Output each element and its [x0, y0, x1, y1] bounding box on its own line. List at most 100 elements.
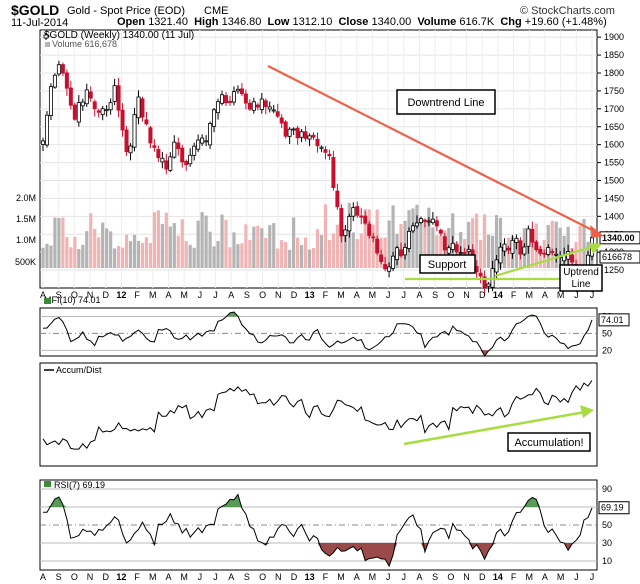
indicator-line	[42, 311, 593, 357]
candle-body	[514, 237, 519, 243]
indicator-y-tick-label: 50	[602, 328, 612, 338]
accum-dist-annotations: Accumulation!	[403, 405, 594, 452]
volume-bar	[57, 217, 61, 268]
candle-body	[458, 252, 463, 254]
candle-body	[414, 222, 419, 227]
x-axis-tick-label: J	[386, 572, 391, 582]
x-axis-tick-label: N	[275, 290, 282, 300]
volume-y-tick-label: 1.0M	[16, 235, 36, 245]
indicator-y-tick-label: 30	[602, 538, 612, 548]
candle-body	[156, 149, 161, 159]
candle-body	[506, 247, 511, 251]
candle-body	[52, 74, 57, 88]
volume-bar	[292, 217, 296, 268]
volume-bar	[200, 212, 204, 268]
candle-body	[335, 190, 340, 208]
accum-dist-panel: Accumulation! Accum/Dist	[39, 362, 598, 467]
candle-body	[84, 89, 89, 105]
candle-body	[518, 240, 523, 255]
volume-bar	[578, 225, 582, 268]
x-axis-tick-label: N	[463, 572, 470, 582]
candle-body	[223, 95, 228, 104]
x-axis-tick-label: F	[134, 290, 140, 300]
candle-body	[231, 91, 236, 103]
x-axis-tick-label: M	[337, 572, 345, 582]
candle-body	[347, 216, 352, 232]
candle-body	[323, 149, 328, 153]
volume-bar	[288, 249, 292, 268]
volume-bar	[303, 237, 308, 268]
candle-body	[403, 247, 408, 256]
candle-body	[510, 239, 515, 254]
candle-body	[200, 137, 205, 144]
x-axis-tick-label: D	[102, 572, 109, 582]
mfi-panel: 20508074.01 MFI(10) 74.01	[39, 295, 630, 357]
volume-y-axis: 2.0M 1.5M 1.0M 500K	[15, 193, 36, 267]
volume-bar	[244, 224, 248, 268]
candle-body	[454, 244, 459, 253]
volume-bar	[212, 246, 216, 268]
last-price-box	[599, 231, 640, 245]
volume-bar	[482, 214, 487, 268]
volume-bar	[160, 223, 164, 268]
candle-body	[247, 102, 252, 110]
volume-bar	[411, 208, 415, 268]
candle-body	[267, 106, 272, 110]
volume-bar	[128, 241, 133, 268]
price-candles	[41, 60, 595, 295]
indicator-y-tick-label: 90	[602, 484, 612, 494]
candle-body	[538, 248, 543, 254]
volume-bar	[184, 241, 188, 268]
candle-body	[152, 145, 157, 148]
x-axis-tick-label: F	[323, 572, 329, 582]
volume-bar	[558, 227, 562, 268]
downtrend-arrowhead	[590, 225, 604, 238]
volume-bar	[180, 219, 184, 268]
volume-bar	[192, 247, 196, 268]
volume-bar	[371, 224, 375, 268]
quote-line: Open 1321.40 High 1346.80 Low 1312.10 Cl…	[117, 16, 607, 28]
candle-body	[243, 93, 248, 104]
candle-body	[426, 220, 431, 223]
x-axis-tick-label: N	[87, 572, 94, 582]
volume-bar	[248, 239, 252, 268]
volume-value: 616.7K	[459, 16, 495, 28]
candle-body	[430, 218, 435, 224]
volume-bar	[172, 223, 176, 268]
candle-body	[522, 246, 527, 255]
candle-body	[48, 86, 53, 116]
volume-bar	[363, 208, 367, 268]
candle-body	[140, 98, 145, 118]
volume-bar	[89, 213, 93, 268]
volume-bar	[296, 237, 300, 268]
x-axis-tick-label: M	[180, 290, 188, 300]
rsi-title: RSI(7) 69.19	[54, 480, 105, 490]
volume-bar	[359, 233, 363, 268]
volume-bar	[355, 238, 359, 268]
candle-body	[128, 145, 133, 154]
volume-bar	[204, 215, 208, 268]
x-axis-tick-label: M	[526, 290, 534, 300]
volume-y-tick-label: 500K	[15, 257, 36, 267]
volume-bar	[339, 219, 343, 268]
x-axis-tick-label: N	[87, 290, 94, 300]
candle-body	[438, 229, 443, 234]
candle-body	[88, 91, 93, 99]
candle-body	[343, 229, 348, 236]
volume-bar	[164, 212, 168, 268]
volume-bar	[45, 243, 49, 268]
x-axis-tick-label: S	[56, 572, 62, 582]
legend-volume-icon	[45, 42, 50, 47]
candle-body	[212, 109, 217, 127]
uptrend-arrowhead	[589, 243, 602, 254]
candle-body	[442, 236, 447, 251]
x-axis-tick-label: A	[40, 290, 46, 300]
candle-body	[76, 102, 81, 123]
legend-mfi-icon	[44, 298, 51, 304]
chg-label: Chg	[500, 16, 522, 28]
candle-body	[371, 236, 376, 239]
candle-body	[172, 141, 177, 158]
volume-bar	[113, 248, 117, 268]
x-axis-tick-label: S	[244, 572, 250, 582]
